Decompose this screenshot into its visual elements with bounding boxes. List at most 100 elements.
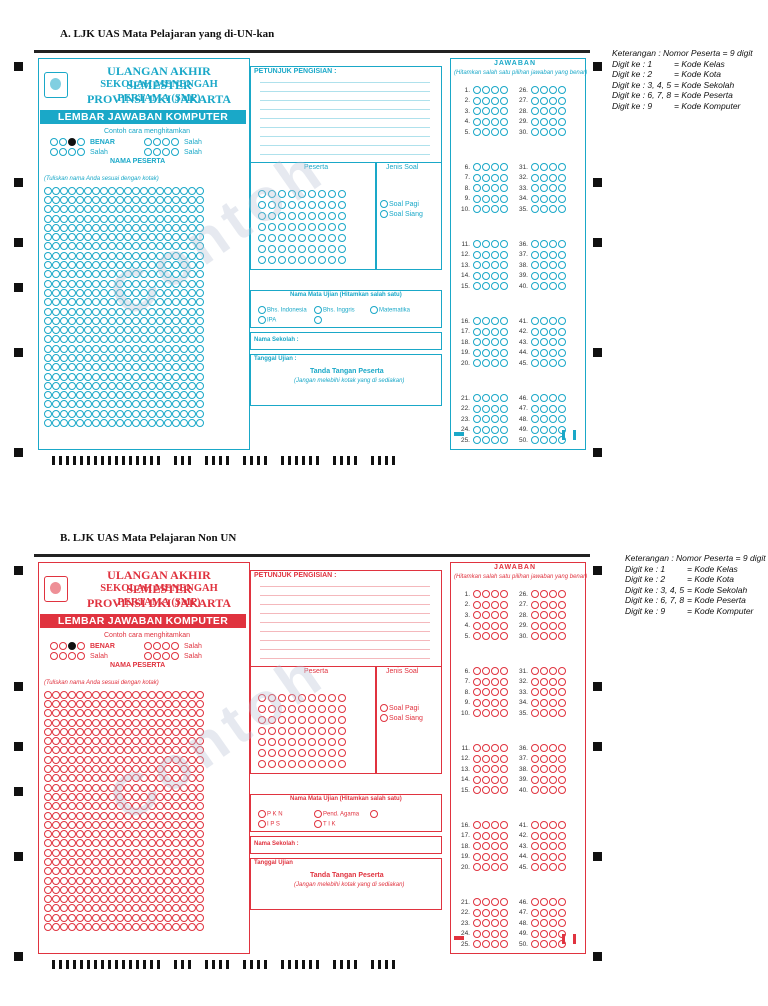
name-bubble[interactable] xyxy=(76,690,84,699)
name-bubble[interactable] xyxy=(172,699,180,708)
answer-row[interactable]: 5. xyxy=(456,631,509,642)
name-bubble[interactable] xyxy=(84,923,92,932)
name-bubble[interactable] xyxy=(196,848,204,857)
answer-bubble[interactable] xyxy=(482,240,490,249)
name-bubble[interactable] xyxy=(44,186,52,195)
subject-option[interactable] xyxy=(370,810,379,819)
name-bubble[interactable] xyxy=(172,867,180,876)
answer-bubble[interactable] xyxy=(473,754,481,763)
answer-row[interactable]: 10. xyxy=(456,204,509,215)
answer-row[interactable]: 18. xyxy=(456,842,509,852)
digit-bubble[interactable] xyxy=(278,737,286,746)
digit-bubble[interactable] xyxy=(328,748,336,757)
answer-bubble[interactable] xyxy=(473,127,481,136)
answer-bubble[interactable] xyxy=(540,939,548,948)
digit-bubble[interactable] xyxy=(338,726,346,735)
name-bubble[interactable] xyxy=(196,307,204,316)
name-bubble[interactable] xyxy=(148,261,156,270)
name-bubble[interactable] xyxy=(132,774,140,783)
name-bubble[interactable] xyxy=(180,316,188,325)
name-bubble[interactable] xyxy=(92,718,100,727)
name-bubble[interactable] xyxy=(164,353,172,362)
name-bubble[interactable] xyxy=(124,391,132,400)
name-bubble[interactable] xyxy=(164,699,172,708)
digit-bubble[interactable] xyxy=(298,693,306,702)
name-bubble[interactable] xyxy=(84,195,92,204)
answer-row[interactable]: 46. xyxy=(514,394,567,404)
digit-bubble[interactable] xyxy=(318,704,326,713)
answer-bubble[interactable] xyxy=(491,919,499,928)
name-bubble[interactable] xyxy=(92,802,100,811)
name-bubble[interactable] xyxy=(92,839,100,848)
name-bubble[interactable] xyxy=(148,802,156,811)
digit-bubble[interactable] xyxy=(308,693,316,702)
name-bubble[interactable] xyxy=(76,363,84,372)
name-bubble[interactable] xyxy=(196,699,204,708)
answer-bubble[interactable] xyxy=(558,281,566,290)
name-bubble[interactable] xyxy=(156,783,164,792)
name-bubble[interactable] xyxy=(68,876,76,885)
answer-bubble[interactable] xyxy=(473,435,481,444)
name-bubble[interactable] xyxy=(76,848,84,857)
name-bubble[interactable] xyxy=(60,867,68,876)
name-bubble[interactable] xyxy=(180,755,188,764)
name-bubble[interactable] xyxy=(132,802,140,811)
name-bubble[interactable] xyxy=(196,904,204,913)
name-bubble[interactable] xyxy=(132,270,140,279)
name-bubble[interactable] xyxy=(164,746,172,755)
answer-bubble[interactable] xyxy=(473,338,481,347)
name-bubble[interactable] xyxy=(44,261,52,270)
name-bubble[interactable] xyxy=(68,233,76,242)
answer-row[interactable]: 19. xyxy=(456,348,509,358)
name-bubble[interactable] xyxy=(156,409,164,418)
name-bubble[interactable] xyxy=(196,242,204,251)
name-bubble[interactable] xyxy=(52,214,60,223)
name-bubble[interactable] xyxy=(124,709,132,718)
name-bubble[interactable] xyxy=(180,233,188,242)
name-bubble[interactable] xyxy=(188,391,196,400)
name-bubble[interactable] xyxy=(196,391,204,400)
name-bubble[interactable] xyxy=(180,737,188,746)
name-bubble[interactable] xyxy=(52,895,60,904)
name-bubble[interactable] xyxy=(180,223,188,232)
name-bubble[interactable] xyxy=(156,765,164,774)
name-bubble[interactable] xyxy=(52,391,60,400)
name-bubble[interactable] xyxy=(180,839,188,848)
answer-block[interactable]: 16. 17. 18. 19. 20. xyxy=(456,821,509,873)
name-bubble[interactable] xyxy=(172,344,180,353)
answer-bubble[interactable] xyxy=(531,919,539,928)
answer-bubble[interactable] xyxy=(558,821,566,830)
answer-bubble[interactable] xyxy=(540,107,548,116)
answer-bubble[interactable] xyxy=(531,338,539,347)
digit-bubble[interactable] xyxy=(338,748,346,757)
name-bubble[interactable] xyxy=(180,783,188,792)
name-bubble[interactable] xyxy=(108,298,116,307)
name-bubble[interactable] xyxy=(124,363,132,372)
answer-bubble[interactable] xyxy=(531,348,539,357)
name-bubble[interactable] xyxy=(140,690,148,699)
answer-bubble[interactable] xyxy=(491,842,499,851)
answer-bubble[interactable] xyxy=(500,117,508,126)
name-bubble[interactable] xyxy=(84,279,92,288)
answer-bubble[interactable] xyxy=(531,194,539,203)
name-bubble[interactable] xyxy=(132,233,140,242)
answer-bubble[interactable] xyxy=(473,821,481,830)
answer-bubble[interactable] xyxy=(549,184,557,193)
answer-bubble[interactable] xyxy=(500,775,508,784)
answer-bubble[interactable] xyxy=(491,96,499,105)
name-bubble[interactable] xyxy=(132,746,140,755)
answer-bubble[interactable] xyxy=(500,163,508,172)
name-bubble[interactable] xyxy=(44,270,52,279)
answer-block[interactable]: 26. 27. 28. 29. 30. xyxy=(514,86,567,138)
name-bubble[interactable] xyxy=(60,699,68,708)
digit-bubble[interactable] xyxy=(298,737,306,746)
name-bubble[interactable] xyxy=(84,288,92,297)
answer-bubble[interactable] xyxy=(473,688,481,697)
digit-bubble[interactable] xyxy=(268,200,276,209)
answer-bubble[interactable] xyxy=(549,194,557,203)
name-bubble[interactable] xyxy=(84,895,92,904)
answer-bubble[interactable] xyxy=(540,631,548,640)
answer-bubble[interactable] xyxy=(549,404,557,413)
name-bubble[interactable] xyxy=(172,409,180,418)
name-bubble[interactable] xyxy=(44,904,52,913)
